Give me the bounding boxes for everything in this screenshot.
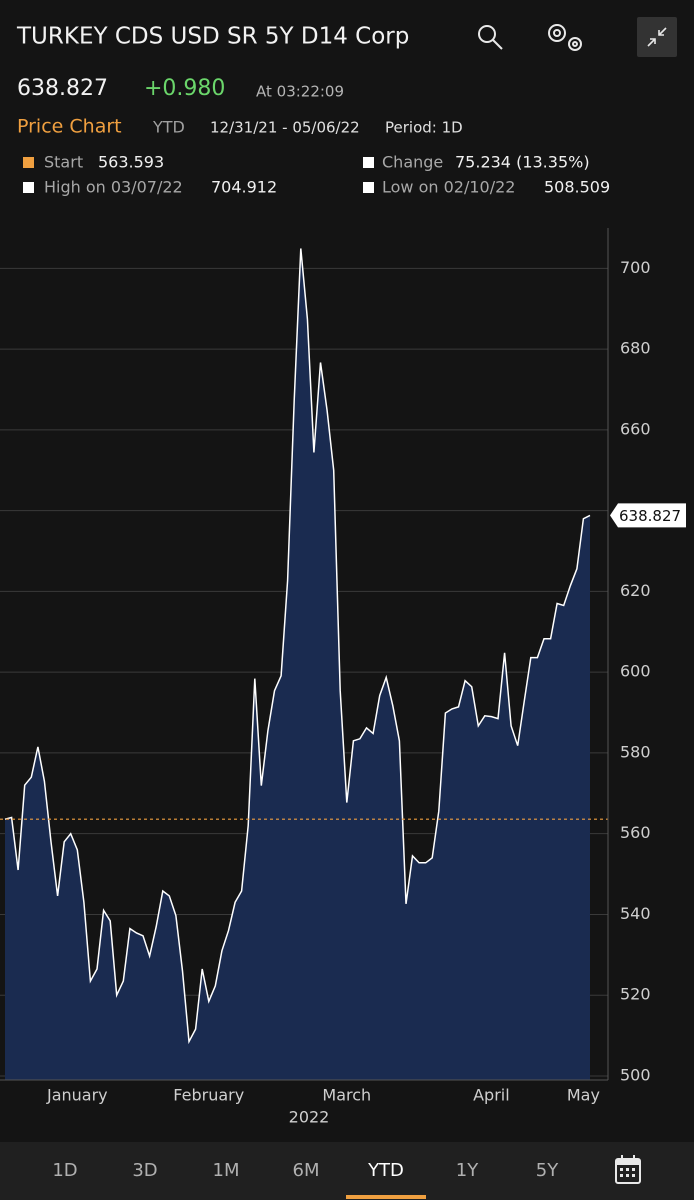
y-tick-label: 680: [620, 339, 651, 358]
y-tick-label: 600: [620, 662, 651, 681]
x-tick-label: March: [322, 1086, 371, 1105]
range-tab[interactable]: 6M: [293, 1160, 320, 1181]
y-tick-label: 500: [620, 1065, 651, 1084]
date-range: 12/31/21 - 05/06/22: [210, 119, 360, 137]
chart: 500520540560580600620640660680700January…: [0, 228, 686, 1127]
area-fill: [5, 248, 590, 1080]
stat-value: 563.593: [98, 153, 164, 172]
y-tick-label: 520: [620, 985, 651, 1004]
x-tick-label: January: [46, 1086, 108, 1105]
stat-label: High on 03/07/22: [44, 178, 183, 197]
year-label: 2022: [289, 1108, 330, 1127]
x-tick-label: May: [567, 1086, 600, 1105]
period: Period: 1D: [385, 119, 463, 137]
range-tab[interactable]: 1D: [52, 1160, 77, 1181]
stat-value: 75.234 (13.35%): [455, 153, 590, 172]
y-tick-label: 620: [620, 581, 651, 600]
x-tick-label: April: [473, 1086, 510, 1105]
stat-label: Change: [382, 153, 443, 172]
x-tick-label: February: [173, 1086, 244, 1105]
stat-value: 704.912: [211, 178, 277, 197]
y-tick-label: 700: [620, 258, 651, 277]
search-icon[interactable]: [478, 25, 503, 50]
y-tick-label: 580: [620, 742, 651, 761]
legend-swatch: [363, 182, 374, 193]
settings-icon[interactable]: [548, 24, 582, 51]
range-tab[interactable]: 1M: [213, 1160, 240, 1181]
price-line: [4, 248, 591, 1045]
collapse-button[interactable]: [637, 17, 677, 57]
legend-swatch: [23, 157, 34, 168]
last-price: 638.827: [17, 76, 108, 101]
legend-swatch: [363, 157, 374, 168]
range-tab[interactable]: YTD: [367, 1160, 404, 1181]
tab-bar: [0, 1142, 694, 1200]
range-tab[interactable]: 5Y: [536, 1160, 559, 1181]
range-tab[interactable]: 1Y: [456, 1160, 479, 1181]
stat-label: Start: [44, 153, 83, 172]
range-label: YTD: [152, 118, 185, 137]
timestamp: At 03:22:09: [256, 83, 344, 101]
y-tick-label: 560: [620, 823, 651, 842]
last-price-callout: [610, 503, 686, 528]
range-tab[interactable]: 3D: [132, 1160, 157, 1181]
y-tick-label: 540: [620, 904, 651, 923]
stat-label: Low on 02/10/22: [382, 178, 515, 197]
calendar-button[interactable]: [615, 1155, 641, 1184]
stat-value: 508.509: [544, 178, 610, 197]
last-price-label: 638.827: [619, 507, 681, 525]
active-tab-indicator: [346, 1195, 426, 1199]
chart-label: Price Chart: [17, 116, 122, 138]
y-tick-label: 660: [620, 419, 651, 438]
tabs: 1D 3D 1M 6M YTD 1Y 5Y: [52, 1160, 559, 1199]
legend-swatch: [23, 182, 34, 193]
price-change: +0.980: [144, 76, 225, 101]
security-title: TURKEY CDS USD SR 5Y D14 Corp: [16, 24, 409, 50]
